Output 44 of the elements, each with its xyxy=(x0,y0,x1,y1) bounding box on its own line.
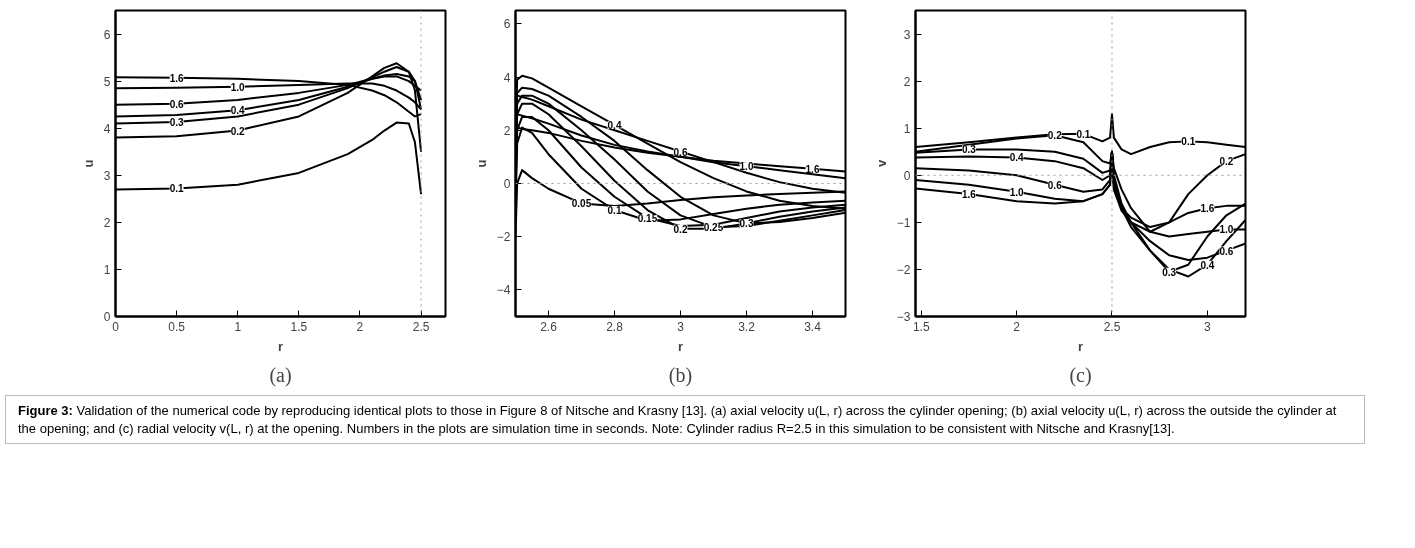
y-tick-label: −2 xyxy=(896,262,911,277)
x-tick-label: 0.5 xyxy=(168,319,186,334)
y-tick-label: 6 xyxy=(103,27,111,42)
text: (c) xyxy=(1069,363,1092,387)
x-tick-label: 3.2 xyxy=(738,319,756,334)
y-tick-label: −2 xyxy=(496,230,511,245)
y-tick-label: 2 xyxy=(103,215,111,230)
x-axis-title: r xyxy=(277,338,284,354)
y-tick-label: 1 xyxy=(903,121,911,136)
y-tick-label: 4 xyxy=(103,121,111,136)
y-tick-label: 0 xyxy=(103,310,111,324)
x-tick-label: 1 xyxy=(234,319,242,334)
caption: Figure 3: Validation of the numerical code by reproducing identical plots to those in Figure 8 of Nitsche and Krasny [13]. (a) axial velocity u(L, r) across the cylinder opening; (b) axial velocity u(L, r) across the outside the cylinder at the opening; and (c) radial velocity v(L, r) at the opening. Numbers in the plots are simulation time in seconds. Note: Cylinder radius R=2.5 in this simulation to be consistent with Nitsche and Krasny[13]. xyxy=(5,395,1365,445)
y-axis-title: u xyxy=(80,159,96,168)
x-axis-title: r xyxy=(677,338,684,354)
y-tick-label: −1 xyxy=(896,215,911,230)
x-tick-label: 1.5 xyxy=(912,319,930,334)
y-tick-label: 3 xyxy=(903,27,911,42)
x-tick-label: 2.5 xyxy=(1103,319,1121,334)
y-tick-label: −4 xyxy=(496,283,511,298)
x-tick-label: 3 xyxy=(1204,319,1212,334)
x-tick-label: 2.6 xyxy=(540,319,558,334)
x-tick-label: 3.4 xyxy=(804,319,822,334)
x-tick-label: 2 xyxy=(356,319,364,334)
x-tick-label: 2 xyxy=(1013,319,1021,334)
x-axis-title: r xyxy=(1077,338,1084,354)
y-tick-label: 0 xyxy=(903,168,911,183)
text: (a) xyxy=(269,363,292,387)
y-tick-label: 2 xyxy=(503,123,511,138)
x-tick-label: 1.5 xyxy=(290,319,308,334)
x-tick-label: 3 xyxy=(677,319,685,334)
y-tick-label: 2 xyxy=(903,74,911,89)
x-tick-label: 2.5 xyxy=(412,319,430,334)
y-tick-label: 0 xyxy=(503,176,511,191)
x-tick-label: 2.8 xyxy=(606,319,624,334)
y-tick-label: 1 xyxy=(103,262,111,277)
y-tick-label: 3 xyxy=(103,168,111,183)
y-tick-label: 6 xyxy=(503,17,511,32)
y-tick-label: −3 xyxy=(896,310,911,324)
text: (b) xyxy=(668,363,693,387)
y-axis-title: u xyxy=(473,159,489,168)
y-tick-label: 5 xyxy=(103,74,111,89)
y-axis-title: v xyxy=(873,159,889,168)
y-tick-label: 4 xyxy=(503,70,511,85)
